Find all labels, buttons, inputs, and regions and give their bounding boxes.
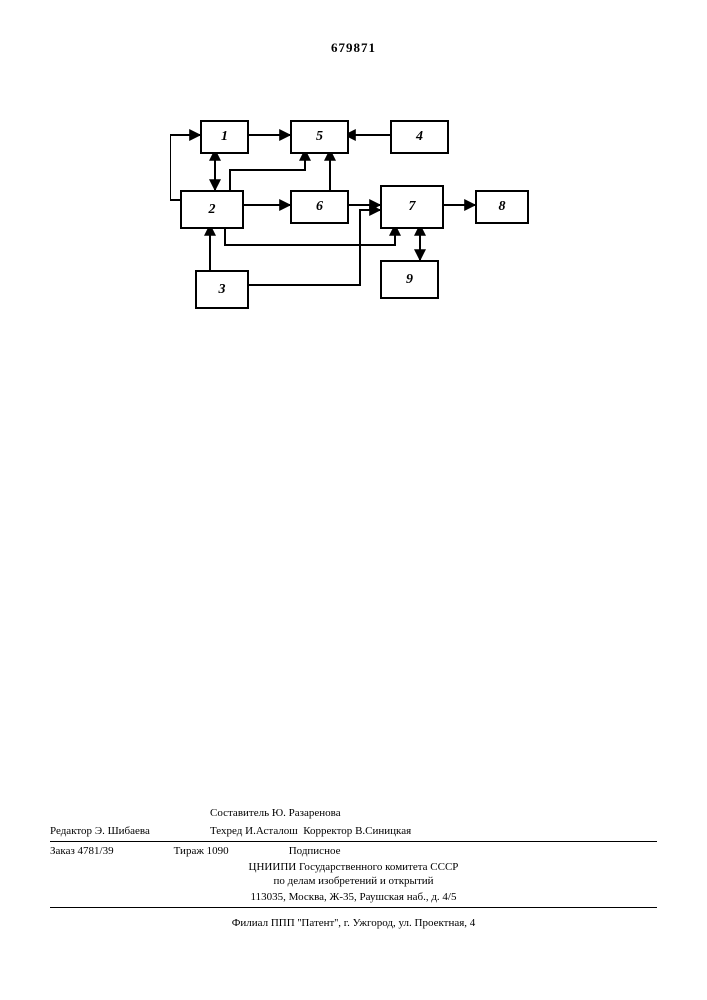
node-8: 8	[475, 190, 529, 224]
compiler-name: Ю. Разаренова	[272, 807, 341, 819]
page-number: 679871	[331, 40, 376, 56]
node-5: 5	[290, 120, 349, 154]
node-7: 7	[380, 185, 444, 229]
node-6: 6	[290, 190, 349, 224]
editor-name: Э. Шибаева	[95, 825, 150, 837]
podpisnoe: Подписное	[289, 844, 341, 858]
diagram-edges	[170, 120, 530, 360]
node-2: 2	[180, 190, 244, 229]
address: 113035, Москва, Ж-35, Раушская наб., д. …	[50, 888, 657, 907]
org-line-2: по делам изобретений и открытий	[50, 874, 657, 888]
filial: Филиал ППП ''Патент'', г. Ужгород, ул. П…	[50, 916, 657, 930]
edge	[230, 150, 305, 190]
techred-label: Техред	[210, 825, 242, 837]
edge	[225, 225, 395, 245]
corrector-label: Корректор	[303, 825, 352, 837]
node-4: 4	[390, 120, 449, 154]
node-3: 3	[195, 270, 249, 309]
corrector-name: В.Синицкая	[355, 825, 411, 837]
techred-name: И.Асталош	[245, 825, 298, 837]
compiler-label: Составитель	[210, 807, 269, 819]
order-number: Заказ 4781/39	[50, 844, 114, 858]
tirazh: Тираж 1090	[174, 844, 229, 858]
node-1: 1	[200, 120, 249, 154]
imprint-footer: Составитель Ю. Разаренова Редактор Э. Ши…	[50, 804, 657, 930]
org-line-1: ЦНИИПИ Государственного комитета СССР	[50, 860, 657, 874]
block-diagram: 1 5 4 2 678 3 9	[170, 120, 530, 360]
node-9: 9	[380, 260, 439, 299]
editor-label: Редактор	[50, 825, 92, 837]
